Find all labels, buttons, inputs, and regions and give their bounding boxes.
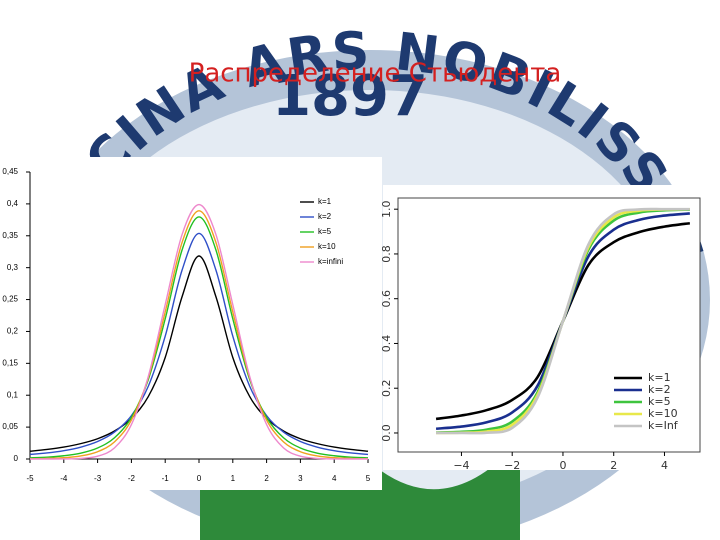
y-tick-label: 0 <box>14 454 19 463</box>
x-tick-label: 1 <box>231 474 236 483</box>
x-tick-label: 2 <box>264 474 269 483</box>
y-tick-label: 0.2 <box>380 379 393 397</box>
y-tick-label: 0,2 <box>7 327 19 336</box>
y-tick-label: 0,1 <box>7 390 19 399</box>
y-tick-label: 0,05 <box>2 422 18 431</box>
legend-label: k=2 <box>648 383 671 396</box>
y-tick-label: 0,45 <box>2 167 18 176</box>
series-line <box>436 207 690 435</box>
legend-label: k=1 <box>648 371 671 384</box>
legend-label: k=infini <box>318 257 343 266</box>
legend-label: k=10 <box>318 242 336 251</box>
legend-label: k=10 <box>648 407 678 420</box>
y-tick-label: 0,3 <box>7 263 19 272</box>
x-tick-label: 3 <box>298 474 303 483</box>
y-tick-label: 0,25 <box>2 295 18 304</box>
x-tick-label: −4 <box>453 459 469 472</box>
x-tick-label: -3 <box>94 474 102 483</box>
series-line <box>29 216 369 459</box>
series-line <box>29 232 369 456</box>
x-tick-label: -1 <box>162 474 170 483</box>
logo-year: 1897 <box>272 64 428 129</box>
pdf-chart: 0 0,05 0,1 0,15 0,2 0,25 0,3 0,35 0,4 0,45 -5 -4 -3 -… <box>2 167 370 483</box>
x-tick-label: 5 <box>366 474 371 483</box>
y-tick-label: 0,4 <box>7 199 19 208</box>
x-tick-label: −2 <box>504 459 520 472</box>
x-tick-label: 4 <box>332 474 337 483</box>
y-tick-label: 0.4 <box>380 335 393 353</box>
legend-label: k=1 <box>318 197 332 206</box>
series-line <box>29 255 369 452</box>
series-line <box>29 210 369 460</box>
y-tick-label: 0.8 <box>380 245 393 263</box>
plot-frame <box>397 197 701 453</box>
x-tick-label: 0 <box>559 459 566 472</box>
cdf-chart: 0.0 0.2 0.4 0.6 0.8 1.0 −4 −2 0 2 4 k=1k=2k=5k=10k=… <box>380 197 701 472</box>
legend-label: k=2 <box>318 212 332 221</box>
chart-panel <box>28 157 382 490</box>
x-tick-label: 2 <box>610 459 617 472</box>
legend-label: k=5 <box>318 227 332 236</box>
series-line <box>29 203 369 460</box>
legend-label: k=Inf <box>648 419 679 432</box>
legend-label: k=5 <box>648 395 671 408</box>
slide-title: Распределение Стьюдента <box>189 59 562 89</box>
y-tick-label: 0.6 <box>380 290 393 308</box>
y-tick-label: 0,35 <box>2 231 18 240</box>
y-tick-label: 0,15 <box>2 358 18 367</box>
x-tick-label: -2 <box>128 474 136 483</box>
x-tick-label: -5 <box>26 474 34 483</box>
y-tick-label: 0.0 <box>380 424 393 442</box>
y-tick-label: 1.0 <box>380 200 393 218</box>
x-tick-label: 4 <box>661 459 668 472</box>
x-tick-label: 0 <box>197 474 202 483</box>
x-tick-label: -4 <box>60 474 68 483</box>
